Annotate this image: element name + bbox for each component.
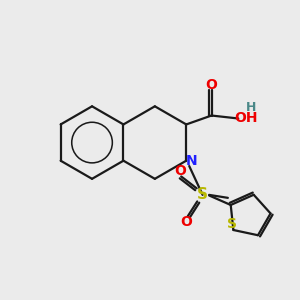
Text: OH: OH [234,112,257,125]
Text: O: O [206,78,218,92]
Text: S: S [197,188,208,202]
Text: S: S [227,217,237,231]
Text: O: O [174,164,186,178]
Text: O: O [180,215,192,229]
Text: N: N [186,154,197,168]
Text: H: H [246,101,256,114]
